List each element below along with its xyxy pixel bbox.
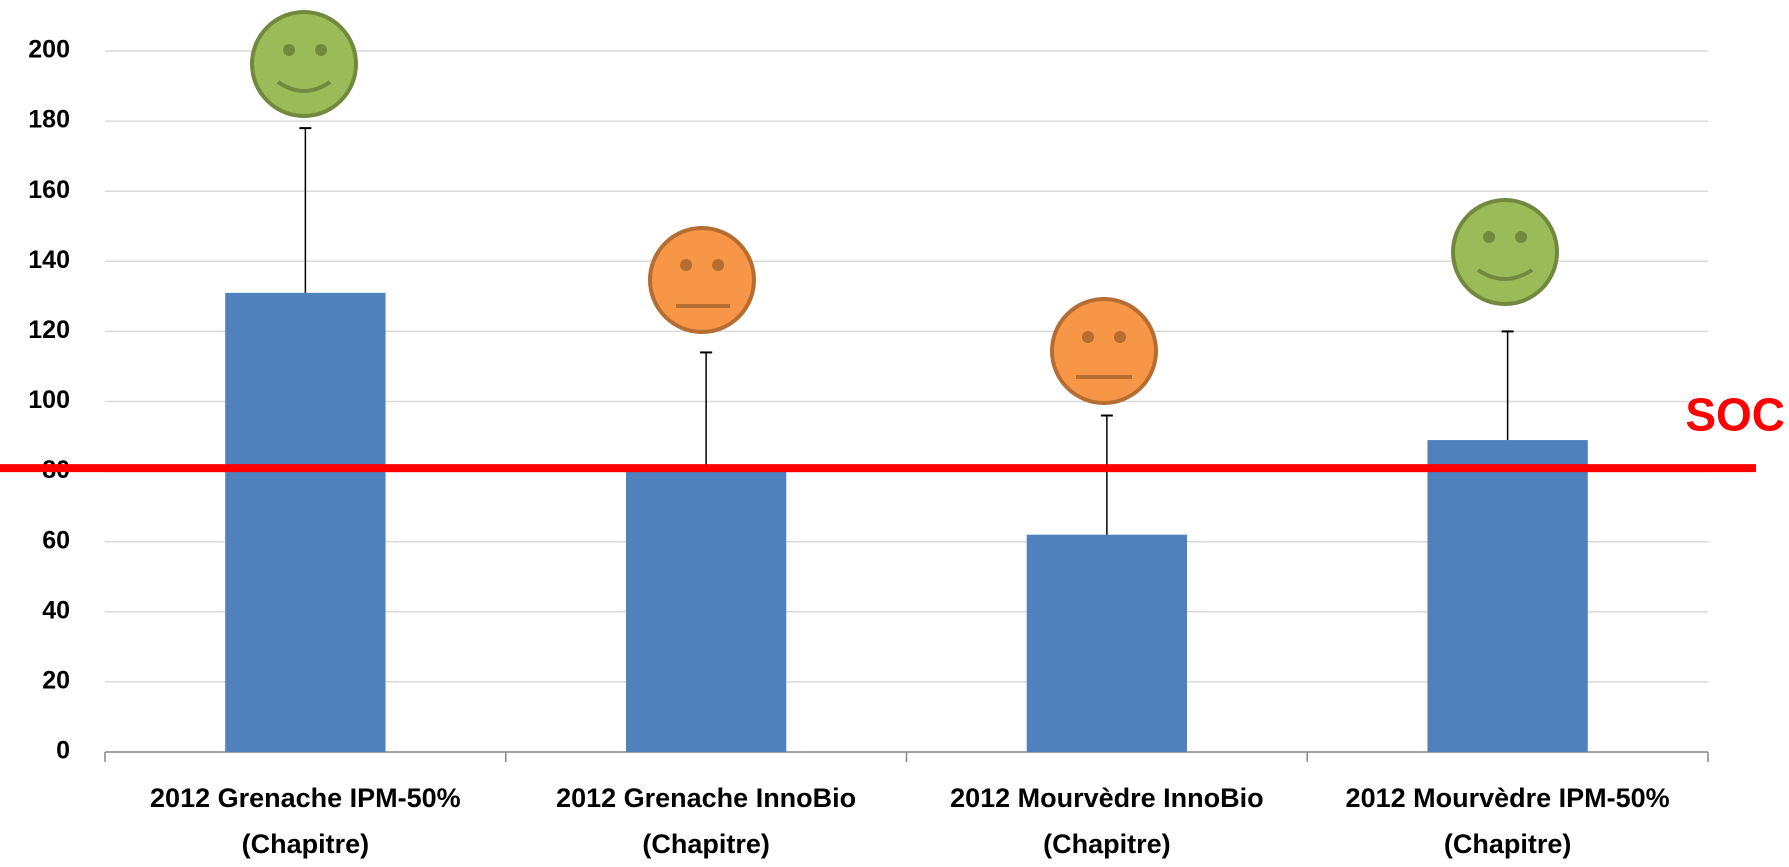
smiley-happy	[250, 10, 358, 118]
y-tick-label: 180	[28, 106, 70, 134]
bar	[1427, 440, 1588, 752]
x-tick-label: 2012 Mourvèdre IPM-50% (Chapitre)	[1345, 783, 1670, 859]
y-tick-label: 120	[28, 316, 70, 344]
reference-label: SOC	[1685, 388, 1785, 440]
y-tick-label: 20	[42, 667, 70, 695]
y-tick-label: 200	[28, 36, 70, 64]
smiley-neutral	[648, 226, 756, 334]
x-tick-label: 2012 Grenache InnoBio (Chapitre)	[556, 783, 857, 859]
x-tick-label: 2012 Grenache IPM-50% (Chapitre)	[150, 783, 461, 859]
bar	[225, 292, 386, 752]
bar	[625, 464, 787, 752]
x-tick-label: 2012 Mourvèdre InnoBio (Chapitre)	[950, 783, 1264, 859]
bar	[1026, 534, 1188, 752]
y-tick-label: 60	[42, 526, 70, 554]
smiley-neutral	[1050, 297, 1158, 405]
y-tick-label: 0	[56, 737, 70, 765]
y-tick-label: 160	[28, 176, 70, 204]
smiley-happy	[1451, 198, 1559, 306]
y-tick-label: 140	[28, 246, 70, 274]
y-tick-label: 40	[42, 596, 70, 624]
y-tick-label: 100	[28, 386, 70, 414]
